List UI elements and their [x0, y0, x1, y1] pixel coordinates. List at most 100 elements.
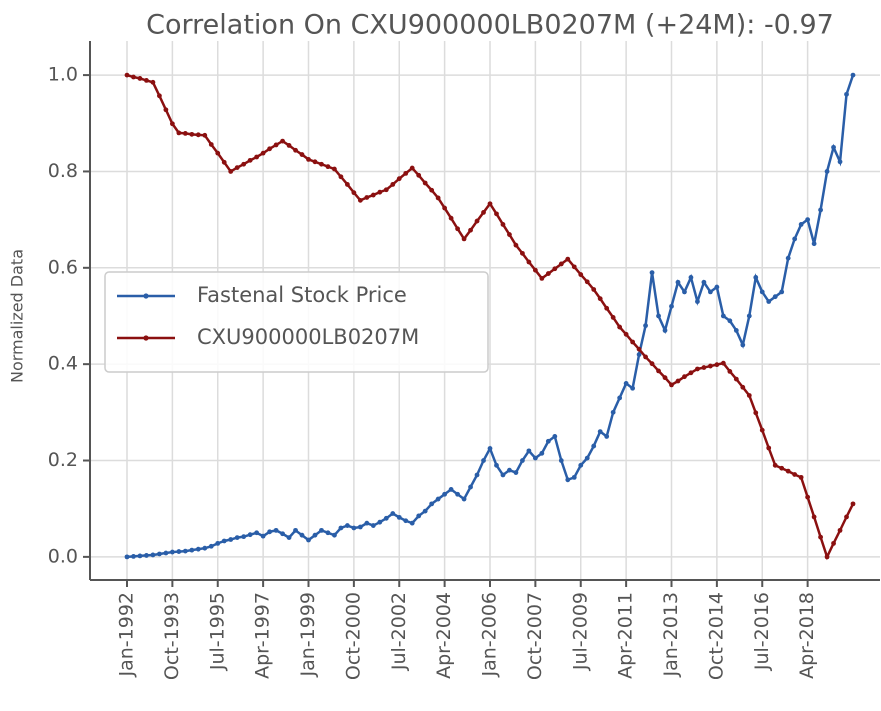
y-axis-label: Normalized Data: [8, 249, 27, 383]
point: [215, 150, 221, 156]
point: [682, 374, 687, 380]
point: [643, 354, 648, 360]
point: [234, 535, 240, 541]
point: [260, 533, 266, 539]
point: [558, 261, 564, 267]
y-tick-label: 0.4: [48, 353, 78, 375]
point: [234, 165, 240, 170]
point: [630, 385, 636, 391]
point: [565, 256, 571, 262]
point: [344, 523, 350, 528]
point: [753, 410, 759, 416]
point: [357, 524, 363, 530]
point: [837, 159, 843, 165]
point: [195, 132, 201, 138]
point: [643, 323, 648, 329]
point: [766, 299, 772, 304]
point: [831, 144, 836, 150]
point: [442, 205, 448, 211]
point: [396, 176, 402, 182]
point: [675, 279, 681, 285]
point: [364, 520, 370, 526]
point: [513, 470, 519, 475]
point: [461, 496, 467, 502]
point: [591, 443, 597, 449]
point: [468, 227, 473, 233]
point: [163, 550, 169, 556]
point: [656, 368, 661, 374]
point: [468, 484, 473, 490]
point: [669, 382, 674, 388]
point: [306, 157, 311, 162]
point: [267, 146, 273, 152]
point: [727, 318, 733, 324]
point: [591, 287, 597, 292]
point: [370, 523, 376, 528]
point: [727, 368, 733, 374]
point: [267, 529, 273, 535]
legend-label: Fastenal Stock Price: [197, 283, 407, 307]
point: [448, 215, 454, 221]
point: [772, 462, 778, 468]
point: [526, 259, 532, 265]
point: [131, 74, 136, 80]
chart-title: Correlation On CXU900000LB0207M (+24M): …: [146, 10, 834, 41]
point: [157, 551, 162, 557]
point: [532, 455, 538, 461]
point: [695, 299, 700, 304]
point: [221, 538, 227, 544]
point: [494, 462, 499, 468]
point: [306, 537, 311, 543]
point: [189, 131, 195, 137]
point: [299, 532, 305, 538]
point: [636, 346, 642, 352]
point: [610, 409, 616, 415]
point: [273, 527, 279, 533]
point: [688, 370, 694, 376]
point: [850, 72, 856, 78]
point: [500, 472, 506, 478]
point: [312, 532, 318, 538]
y-tick-label: 0.8: [48, 160, 78, 182]
point: [759, 427, 765, 433]
point: [545, 438, 551, 444]
x-tick-label: Jan-1992: [116, 592, 138, 678]
point: [824, 554, 830, 560]
point: [435, 496, 441, 502]
point: [169, 549, 175, 555]
point: [228, 169, 234, 174]
point: [481, 209, 486, 215]
point: [273, 142, 279, 148]
point: [487, 446, 493, 451]
point: [617, 324, 623, 330]
point: [844, 514, 849, 520]
point: [202, 545, 208, 551]
point: [844, 91, 849, 97]
legend-label: CXU900000LB0207M: [197, 325, 419, 349]
point: [474, 472, 480, 478]
x-tick-label: Jul-2016: [751, 592, 773, 671]
point: [746, 313, 752, 319]
point: [649, 361, 655, 367]
point: [740, 342, 746, 348]
point: [144, 553, 149, 558]
point: [182, 548, 188, 554]
point: [351, 190, 357, 196]
point: [409, 165, 415, 171]
point: [610, 315, 616, 320]
point: [753, 275, 759, 280]
point: [552, 266, 558, 272]
point: [532, 267, 538, 273]
point: [649, 270, 655, 276]
x-tick-label: Apr-2004: [433, 592, 455, 679]
point: [526, 448, 532, 454]
x-tick-label: Oct-1993: [161, 592, 183, 680]
x-tick-label: Oct-2000: [342, 592, 364, 680]
point: [455, 226, 460, 232]
point: [584, 455, 590, 461]
point: [571, 264, 577, 270]
point: [740, 384, 746, 390]
point: [571, 474, 577, 480]
point: [325, 530, 331, 536]
